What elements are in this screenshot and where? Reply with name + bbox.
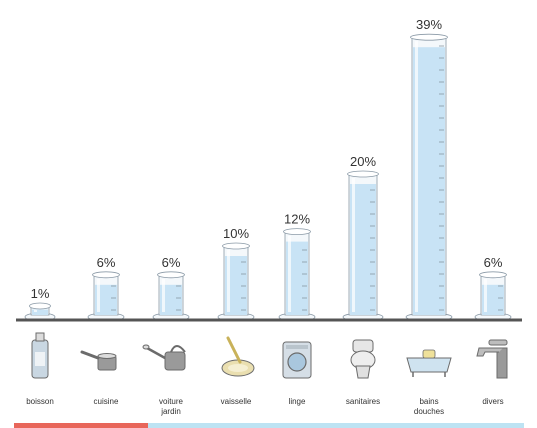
bottle-icon bbox=[31, 332, 49, 379]
cylinder-2 bbox=[152, 271, 190, 322]
glass-highlight bbox=[34, 310, 37, 312]
category-label: sanitaires bbox=[346, 397, 380, 406]
glass-highlight bbox=[415, 41, 418, 312]
value-label: 20% bbox=[350, 154, 376, 169]
cylinder-lip bbox=[222, 242, 250, 250]
cylinder-lip bbox=[347, 170, 379, 178]
cylinder-lip bbox=[410, 33, 448, 41]
value-label: 6% bbox=[162, 255, 181, 270]
category-label: vaisselle bbox=[221, 397, 252, 406]
faucet-icon bbox=[476, 339, 508, 379]
water-fill bbox=[32, 309, 48, 315]
cylinder-lip bbox=[283, 228, 311, 236]
water-fill bbox=[286, 241, 308, 315]
glass-highlight bbox=[288, 235, 291, 312]
bathtub-icon bbox=[406, 349, 452, 377]
glass-highlight bbox=[227, 250, 230, 312]
water-fill bbox=[413, 47, 445, 315]
saucepan-icon bbox=[80, 350, 117, 371]
water-fill bbox=[95, 284, 117, 315]
cylinder-lip bbox=[479, 271, 507, 279]
category-label: divers bbox=[482, 397, 503, 406]
value-label: 12% bbox=[284, 212, 310, 227]
value-label: 6% bbox=[484, 255, 503, 270]
cylinder-lip bbox=[157, 271, 185, 279]
category-label: jardin bbox=[160, 407, 181, 416]
water-fill bbox=[160, 284, 182, 315]
glass-highlight bbox=[484, 278, 487, 312]
cylinder-6 bbox=[405, 33, 453, 322]
cylinder-7 bbox=[474, 271, 512, 322]
cylinders-layer bbox=[24, 33, 512, 322]
value-label: 39% bbox=[416, 17, 442, 32]
cylinder-4 bbox=[278, 228, 316, 322]
cylinder-lip bbox=[29, 302, 51, 310]
glass-highlight bbox=[352, 178, 355, 312]
dish-sponge-icon bbox=[221, 336, 255, 377]
category-label: boisson bbox=[26, 397, 54, 406]
cylinder-1 bbox=[87, 271, 125, 322]
value-label: 10% bbox=[223, 226, 249, 241]
value-label: 1% bbox=[31, 286, 50, 301]
category-label: cuisine bbox=[94, 397, 119, 406]
category-label: bains bbox=[419, 397, 438, 406]
cylinder-5 bbox=[342, 170, 384, 322]
bottom-strip-left bbox=[14, 423, 148, 428]
watering-can-icon bbox=[142, 344, 186, 371]
category-label: linge bbox=[289, 397, 306, 406]
cylinder-0 bbox=[24, 302, 56, 322]
category-label: voiture bbox=[159, 397, 184, 406]
value-labels-layer: 1% 6% 6% 10% 12% 20% 39% 6% bbox=[31, 17, 503, 301]
water-fill bbox=[225, 256, 247, 315]
glass-highlight bbox=[162, 278, 165, 312]
bottom-strip-right bbox=[148, 423, 524, 428]
value-label: 6% bbox=[97, 255, 116, 270]
category-label: douches bbox=[414, 407, 444, 416]
cylinder-lip bbox=[92, 271, 120, 279]
glass-highlight bbox=[97, 278, 100, 312]
water-fill bbox=[482, 284, 504, 315]
cylinder-3 bbox=[217, 242, 255, 322]
washing-machine-icon bbox=[282, 341, 312, 379]
toilet-icon bbox=[350, 339, 376, 379]
icons-layer bbox=[31, 332, 508, 379]
